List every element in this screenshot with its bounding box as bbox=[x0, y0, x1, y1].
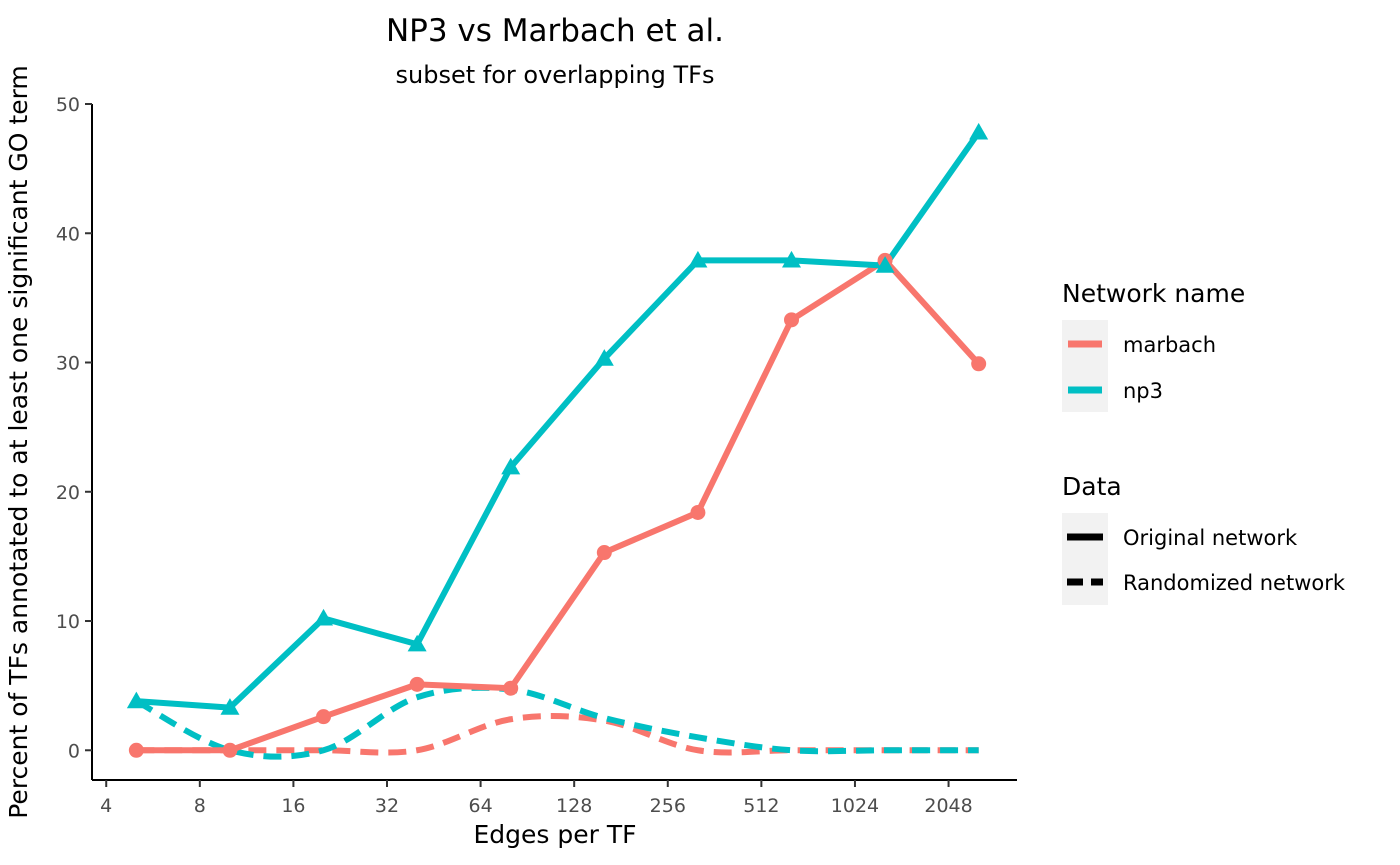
chart-subtitle: subset for overlapping TFs bbox=[396, 61, 715, 89]
legend-key-background bbox=[1062, 320, 1108, 412]
data-point-marbach bbox=[690, 504, 706, 520]
legend-network: Network name marbach np3 bbox=[1062, 279, 1245, 412]
data-point-np3 bbox=[969, 122, 989, 140]
data-point-marbach bbox=[409, 676, 425, 692]
y-tick-label: 50 bbox=[56, 94, 80, 116]
y-axis-ticks: 0 10 20 30 40 50 bbox=[56, 94, 92, 762]
legend-data: Data Original network Randomized network bbox=[1062, 472, 1346, 605]
series-line-marbach-randomized bbox=[136, 713, 979, 756]
data-point-np3 bbox=[220, 698, 240, 715]
data-point-marbach bbox=[971, 356, 987, 372]
x-tick-label: 512 bbox=[743, 795, 779, 817]
legend-key-background bbox=[1062, 513, 1108, 605]
data-point-np3 bbox=[782, 250, 802, 268]
y-axis-title: Percent of TFs annotated to at least one… bbox=[4, 65, 33, 819]
data-point-np3 bbox=[501, 457, 521, 475]
data-point-marbach bbox=[128, 742, 144, 758]
data-point-marbach bbox=[503, 680, 519, 696]
x-tick-label: 1024 bbox=[831, 795, 879, 817]
data-point-marbach bbox=[784, 312, 800, 328]
y-tick-label: 30 bbox=[56, 353, 80, 375]
data-point-np3 bbox=[407, 634, 427, 652]
x-axis-title: Edges per TF bbox=[473, 820, 636, 849]
legend-label-randomized: Randomized network bbox=[1123, 571, 1346, 595]
x-tick-label: 2048 bbox=[924, 795, 972, 817]
series-line-np3-randomized bbox=[134, 684, 979, 760]
data-point-np3 bbox=[688, 250, 708, 268]
x-tick-label: 128 bbox=[556, 795, 592, 817]
chart-title: NP3 vs Marbach et al. bbox=[386, 13, 724, 49]
legend-network-title: Network name bbox=[1062, 279, 1245, 308]
data-point-marbach bbox=[222, 742, 238, 758]
series-line-marbach-original bbox=[136, 257, 981, 754]
data-point-np3 bbox=[314, 608, 334, 626]
data-point-np3 bbox=[594, 349, 614, 366]
series-line-np3-original bbox=[136, 130, 982, 711]
data-point-marbach bbox=[596, 545, 612, 561]
y-tick-label: 0 bbox=[68, 740, 80, 762]
x-tick-label: 256 bbox=[650, 795, 686, 817]
x-tick-label: 8 bbox=[194, 795, 206, 817]
x-tick-label: 64 bbox=[469, 795, 493, 817]
data-point-marbach bbox=[316, 709, 332, 725]
legend-label-marbach: marbach bbox=[1123, 333, 1216, 357]
x-tick-label: 16 bbox=[281, 795, 305, 817]
x-axis-ticks: 4 8 16 32 64 128 256 512 1024 2048 bbox=[100, 780, 973, 817]
y-tick-label: 10 bbox=[56, 611, 80, 633]
data-point-np3 bbox=[126, 691, 146, 709]
x-tick-label: 32 bbox=[375, 795, 399, 817]
x-tick-label: 4 bbox=[100, 795, 112, 817]
legend-label-np3: np3 bbox=[1123, 379, 1163, 403]
plot-area bbox=[126, 122, 989, 760]
legend-data-title: Data bbox=[1062, 472, 1122, 501]
y-tick-label: 40 bbox=[56, 223, 80, 245]
y-tick-label: 20 bbox=[56, 482, 80, 504]
legend-label-original: Original network bbox=[1123, 526, 1298, 550]
data-point-np3 bbox=[875, 256, 895, 273]
